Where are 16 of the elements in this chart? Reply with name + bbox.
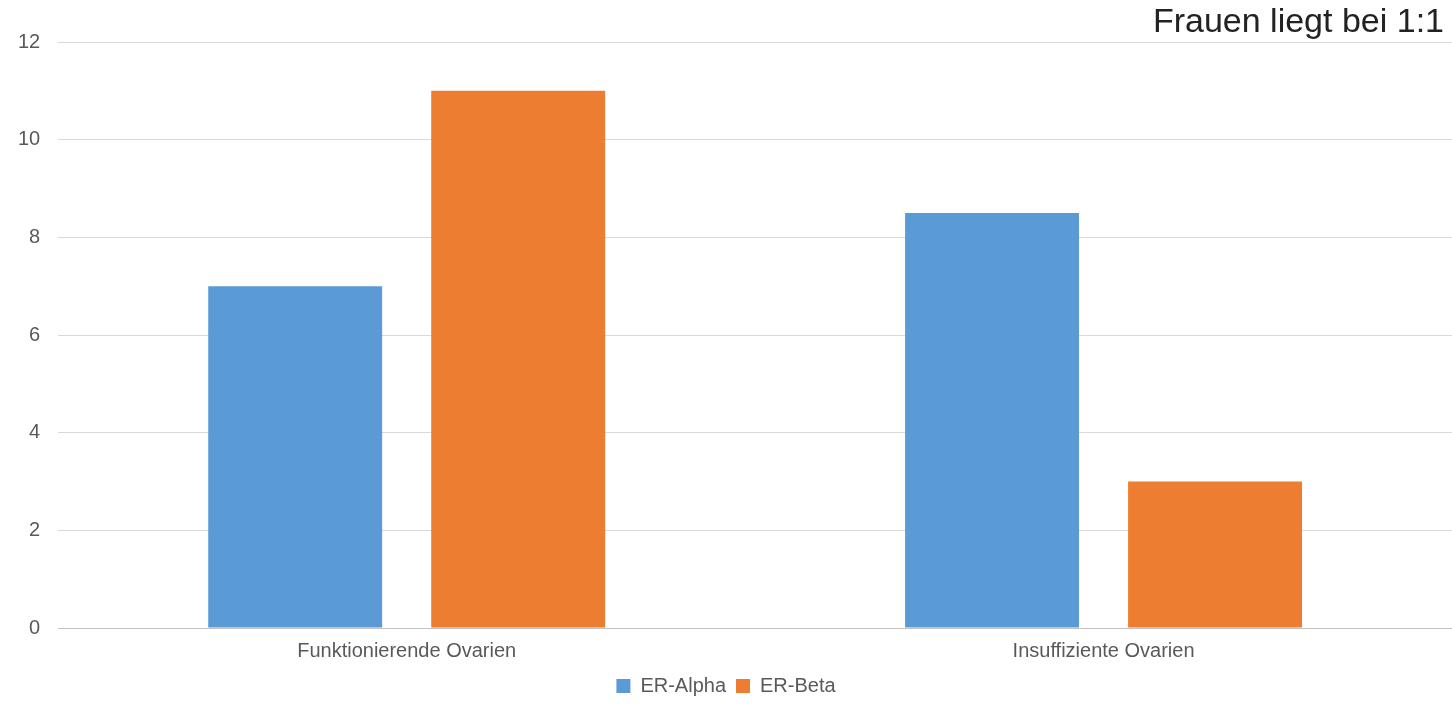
y-tick-label: 0 xyxy=(29,615,41,638)
y-tick-label: 8 xyxy=(29,224,41,247)
bar xyxy=(1128,481,1303,628)
x-tick-label: Insuffiziente Ovarien xyxy=(1012,638,1195,661)
y-tick-label: 4 xyxy=(29,420,41,443)
text: Frauen liegt bei 1:1 xyxy=(1152,0,1444,40)
bar xyxy=(905,212,1080,628)
x-tick-label: Funktionierende Ovarien xyxy=(297,638,517,661)
legend-label: ER-Beta xyxy=(760,673,837,696)
y-tick-label: 12 xyxy=(18,29,41,52)
y-tick-label: 6 xyxy=(29,322,41,345)
legend-label: ER-Alpha xyxy=(640,673,727,696)
y-tick-label: 2 xyxy=(29,517,41,540)
bar xyxy=(431,90,606,628)
bar xyxy=(208,286,383,628)
y-tick-label: 10 xyxy=(18,127,41,150)
